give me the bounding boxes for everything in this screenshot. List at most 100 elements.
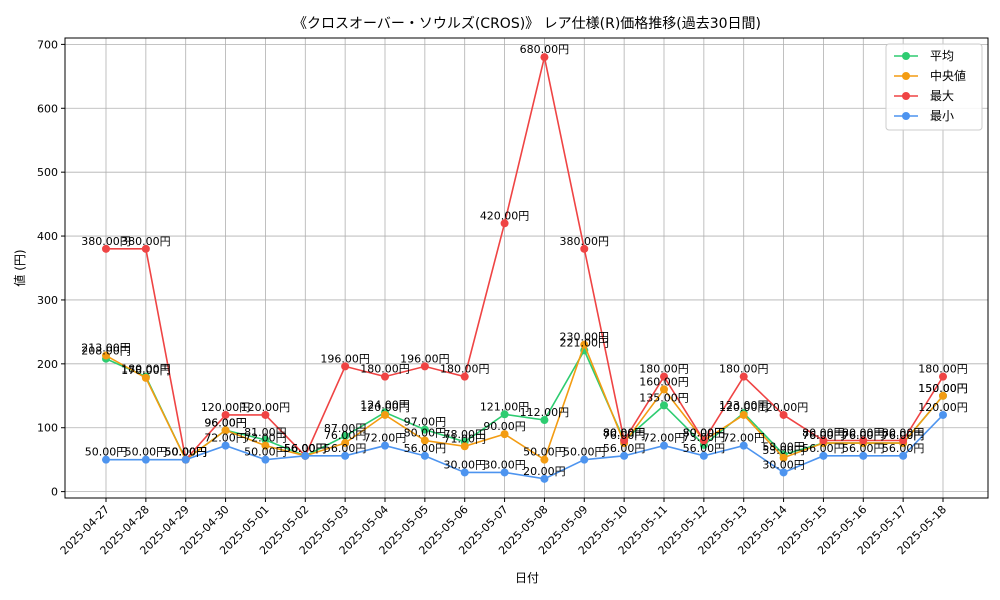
data-label: 56.00円 (284, 442, 327, 455)
data-label: 56.00円 (882, 442, 925, 455)
data-label: 120.00円 (759, 401, 809, 414)
data-label: 56.00円 (802, 442, 845, 455)
legend-entry-label: 最大 (930, 89, 954, 103)
data-label: 80.00円 (683, 427, 726, 440)
data-label: 72.00円 (204, 432, 247, 445)
data-label: 50.00円 (164, 446, 207, 459)
data-point (460, 442, 469, 451)
data-point (261, 455, 270, 464)
data-label: 180.00円 (719, 363, 769, 376)
y-tick-label: 300 (37, 294, 58, 307)
data-label: 30.00円 (762, 458, 805, 471)
data-point (580, 340, 589, 349)
data-label: 90.00円 (483, 420, 526, 433)
data-point (660, 441, 668, 450)
data-label: 380.00円 (121, 235, 171, 248)
data-label: 50.00円 (563, 446, 606, 459)
data-point (381, 410, 389, 419)
data-point (261, 410, 270, 419)
data-point (779, 453, 788, 462)
data-point (779, 410, 788, 419)
data-point (620, 451, 629, 460)
data-label: 178.00円 (121, 364, 171, 377)
data-label: 150.00円 (918, 382, 968, 395)
data-label: 76.00円 (882, 429, 925, 442)
data-point (660, 385, 668, 394)
data-label: 72.00円 (722, 432, 765, 445)
data-label: 76.00円 (842, 429, 885, 442)
data-label: 196.00円 (400, 352, 450, 365)
data-label: 50.00円 (85, 446, 128, 459)
data-label: 76.00円 (802, 429, 845, 442)
data-point (221, 426, 230, 435)
data-point (341, 432, 350, 441)
data-label: 56.00円 (284, 442, 327, 455)
data-label: 58.00円 (762, 441, 805, 454)
data-point (221, 410, 230, 419)
series-line-3 (106, 414, 944, 480)
data-point (141, 373, 150, 382)
data-point (739, 410, 748, 419)
data-label: 72.00円 (244, 432, 287, 445)
data-label: 112.00円 (520, 406, 570, 419)
data-point (102, 351, 110, 360)
chart-title: 《クロスオーバー・ソウルズ(CROS)》 レア仕様(R)価格推移(過去30日間) (293, 16, 761, 32)
data-label: 53.00円 (762, 444, 805, 457)
data-label: 50.00円 (164, 446, 207, 459)
data-point (141, 455, 150, 464)
data-label: 680.00円 (520, 43, 570, 56)
data-point (381, 441, 389, 450)
data-point (301, 451, 310, 460)
y-tick-label: 600 (37, 102, 58, 115)
data-label: 20.00円 (523, 465, 566, 478)
data-point (181, 455, 190, 464)
data-label: 56.00円 (842, 442, 885, 455)
legend-swatch-marker (902, 72, 910, 80)
data-label: 180.00円 (440, 363, 490, 376)
data-label: 150.00円 (918, 382, 968, 395)
data-label: 56.00円 (603, 442, 646, 455)
data-point (540, 53, 549, 62)
data-point (699, 436, 708, 445)
data-point (660, 372, 668, 381)
data-label: 56.00円 (324, 442, 367, 455)
data-label: 180.00円 (918, 363, 968, 376)
data-label: 76.00円 (842, 429, 885, 442)
data-label: 420.00円 (480, 209, 530, 222)
series-line-0 (105, 348, 944, 461)
data-label: 213.00円 (81, 342, 131, 355)
data-label: 76.00円 (802, 429, 845, 442)
data-point (420, 436, 429, 445)
data-label: 120.00円 (201, 401, 251, 414)
y-axis-ticks: 0 100 200 300 400 500 600 700 (37, 38, 65, 499)
data-label: 124.00円 (360, 398, 410, 411)
data-label: 78.00円 (443, 428, 486, 441)
data-point (261, 441, 270, 450)
data-label: 56.00円 (284, 442, 327, 455)
data-label: 97.00円 (404, 416, 447, 429)
legend-entry-label: 中央値 (930, 68, 966, 83)
data-point (819, 451, 828, 460)
y-tick-label: 400 (37, 230, 58, 243)
data-label: 120.00円 (241, 401, 291, 414)
data-label: 221.00円 (560, 336, 610, 349)
data-label: 87.00円 (324, 422, 367, 435)
y-tick-label: 100 (37, 422, 58, 435)
data-point (859, 451, 868, 460)
data-label: 76.00円 (324, 429, 367, 442)
legend-swatch-marker (902, 92, 910, 100)
series-line-2 (106, 56, 944, 462)
data-point (580, 455, 589, 464)
data-label: 230.00円 (560, 331, 610, 344)
data-label: 80.00円 (842, 427, 885, 440)
data-label: 135.00円 (639, 391, 689, 404)
data-point (500, 219, 509, 228)
plot-frame (64, 37, 989, 499)
data-label: 160.00円 (639, 375, 689, 388)
data-point (341, 451, 350, 460)
y-tick-label: 500 (37, 166, 58, 179)
data-point (102, 455, 110, 464)
data-label: 50.00円 (244, 446, 287, 459)
data-point (420, 425, 429, 434)
